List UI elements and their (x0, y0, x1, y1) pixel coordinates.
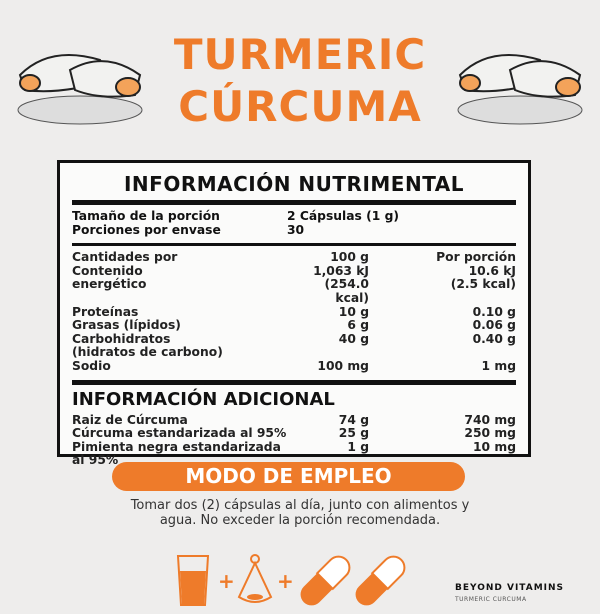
glass-of-juice-icon (176, 555, 210, 606)
nutrient-per100: 40 g (338, 331, 369, 346)
usage-title-banner: MODO DE EMPLEO (112, 462, 465, 491)
turmeric-root-illustration-right (457, 54, 583, 125)
nutrient-perserving: 740 mg (464, 412, 516, 427)
usage-instructions: Tomar dos (2) cápsulas al día, junto con… (130, 498, 470, 528)
nutrient-perserving: 10 mg (472, 439, 516, 454)
nutrient-label: Sodio (72, 358, 111, 373)
title-spanish: CÚRCUMA (178, 82, 422, 131)
nutrient-label: (hidratos de carbono) (72, 345, 223, 360)
nutrient-label: Pimienta negra estandarizada al 95% (72, 439, 281, 468)
divider (72, 243, 516, 247)
nutrient-row: Contenido 1,063 kJ 10.6 kJ (72, 263, 516, 279)
serving-value: 2 Cápsulas (1 g) (287, 209, 400, 223)
nutrient-per100: 6 g (347, 318, 369, 333)
nutrient-per100: 10 g (338, 304, 369, 319)
nutrient-perserving (369, 346, 516, 360)
title-english: TURMERIC (173, 30, 427, 79)
serving-row: Porciones por envase 30 (72, 222, 516, 238)
nutrient-perserving: 0.40 g (472, 331, 516, 346)
nutrition-title: INFORMACIÓN NUTRIMENTAL (123, 172, 465, 196)
chicken-leg-icon (237, 554, 273, 603)
nutrient-perserving: 0.10 g (472, 304, 516, 319)
nutrient-per100: 1 g (347, 439, 369, 454)
nutrient-per100: (254.0 kcal) (324, 277, 369, 305)
nutrient-perserving: 10.6 kJ (468, 263, 516, 278)
nutrient-row: Carbohidratos 40 g 0.40 g (72, 331, 516, 347)
capsule-icon (300, 555, 351, 606)
turmeric-root-illustration-left (17, 54, 143, 125)
divider (72, 379, 516, 385)
nutrient-label: Raiz de Cúrcuma (72, 412, 188, 427)
nutrient-per100: 25 g (338, 426, 369, 441)
brand-product: TURMERIC CURCUMA (455, 596, 527, 603)
nutrient-perserving: (2.5 kcal) (450, 277, 516, 292)
nutrient-label: Grasas (lípidos) (72, 318, 181, 333)
serving-label: Porciones por envase (72, 222, 221, 237)
brand-name: BEYOND VITAMINS (455, 583, 565, 593)
nutrition-facts-panel: INFORMACIÓN NUTRIMENTAL Tamaño de la por… (57, 160, 531, 467)
plus-sign: + (218, 569, 235, 593)
usage-icons: + + (176, 554, 406, 606)
serving-value: 30 (287, 222, 305, 237)
nutrient-row: Proteínas 10 g 0.10 g (72, 304, 516, 320)
nutrient-row: energético (254.0 kcal) (2.5 kcal) (72, 278, 516, 305)
nutrient-label: Proteínas (72, 304, 139, 319)
nutrient-row: Cúrcuma estandarizada al 95% 25 g 250 mg (72, 427, 516, 441)
column-header-row: Cantidades por 100 g Por porción (72, 251, 516, 265)
nutrient-row: (hidratos de carbono) (72, 346, 516, 360)
nutrient-perserving: 1 mg (481, 358, 516, 373)
nutrient-per100: 100 mg (317, 358, 369, 373)
nutrient-label: energético (72, 277, 147, 292)
nutrient-row: Pimienta negra estandarizada al 95% 1 g 10… (72, 439, 516, 468)
nutrient-label: Carbohidratos (72, 331, 171, 346)
nutrient-perserving: 0.06 g (472, 318, 516, 333)
serving-row: Tamaño de la porción 2 Cápsulas (1 g) (72, 209, 516, 224)
plus-sign: + (277, 569, 294, 593)
nutrient-per100: 74 g (338, 412, 369, 427)
nutrient-per100 (287, 346, 369, 360)
capsule-icon (355, 555, 406, 606)
nutrient-perserving: 250 mg (464, 426, 516, 441)
divider (72, 200, 516, 205)
additional-title: INFORMACIÓN ADICIONAL (72, 388, 335, 410)
nutrient-label: Cúrcuma estandarizada al 95% (72, 426, 287, 441)
serving-label: Tamaño de la porción (72, 209, 220, 223)
nutrient-row: Raiz de Cúrcuma 74 g 740 mg (72, 412, 516, 428)
nutrient-label: Contenido (72, 263, 143, 278)
column-per100: 100 g (330, 250, 369, 265)
nutrient-per100: 1,063 kJ (313, 263, 369, 278)
column-label: Cantidades por (72, 250, 178, 265)
nutrient-row: Sodio 100 mg 1 mg (72, 358, 516, 374)
column-per-serving: Por porción (436, 250, 516, 265)
nutrient-row: Grasas (lípidos) 6 g 0.06 g (72, 319, 516, 333)
